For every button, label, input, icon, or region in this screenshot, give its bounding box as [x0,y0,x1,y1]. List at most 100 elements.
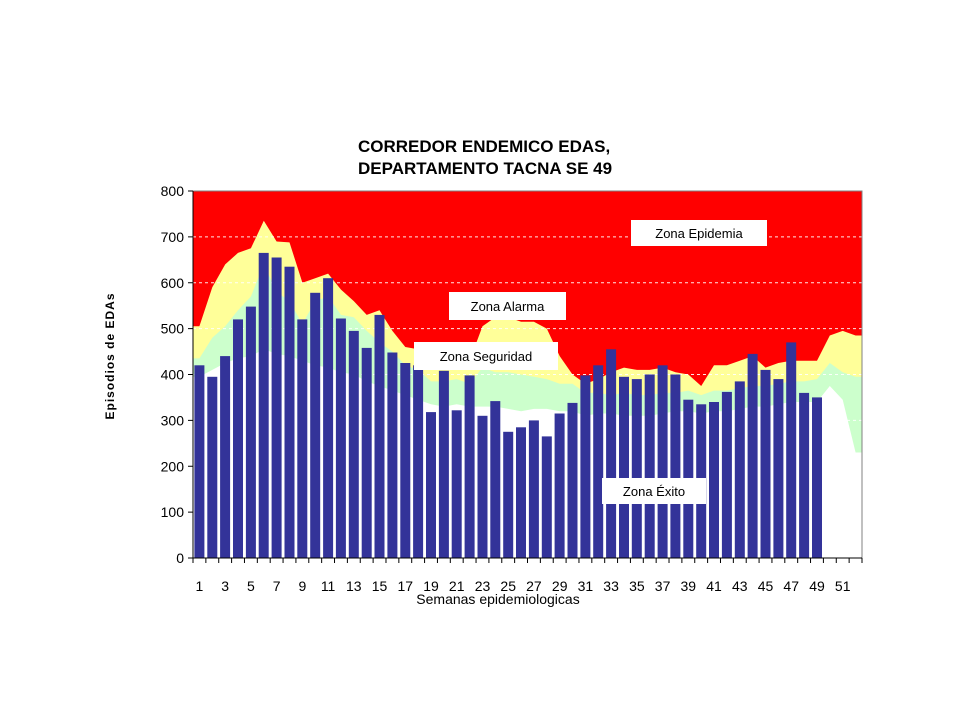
bar-week-13 [348,330,359,558]
zone-label-box [449,292,566,320]
plot-area: Zona Epidemia Zona Alarma Zona Seguridad Zo… [193,191,862,559]
bar-week-2 [207,376,218,558]
x-tick-label-39: 39 [681,578,697,594]
x-tick-label-35: 35 [629,578,645,594]
y-tick-label-500: 500 [161,321,185,337]
bar-week-24 [490,401,501,558]
x-tick-label-1: 1 [196,578,204,594]
zone-label-box [414,342,558,370]
bar-week-6 [258,252,269,558]
bar-week-49 [812,397,822,558]
x-tick-label-15: 15 [372,578,388,594]
bar-week-47 [786,342,797,558]
x-tick-label-41: 41 [706,578,722,594]
x-tick-label-49: 49 [809,578,825,594]
bar-week-10 [310,292,321,558]
chart-title-line-1: CORREDOR ENDEMICO EDAS, [358,137,610,156]
x-tick-label-23: 23 [475,578,491,594]
x-tick-label-51: 51 [835,578,851,594]
x-tick-label-31: 31 [578,578,594,594]
x-tick-label-37: 37 [655,578,671,594]
bar-week-29 [554,413,565,558]
x-tick-label-7: 7 [273,578,281,594]
zone-label-text: Zona Alarma [471,299,545,314]
x-tick-label-27: 27 [526,578,542,594]
x-tick-label-19: 19 [423,578,439,594]
bar-week-22 [464,375,475,558]
y-tick-label-800: 800 [161,183,185,199]
bar-week-23 [477,415,488,558]
zone-label-4: Zona Éxito [602,478,706,504]
bar-week-16 [387,352,398,558]
bar-week-30 [567,402,578,558]
zone-label-1: Zona Epidemia [631,220,767,246]
bar-week-46 [773,379,784,558]
bar-week-18 [413,365,424,558]
y-axis-title: Episodios de EDAs [103,292,117,419]
y-tick-label-400: 400 [161,367,185,383]
x-tick-label-17: 17 [398,578,414,594]
bar-week-25 [503,431,514,558]
bar-week-20 [438,370,449,558]
bar-week-41 [709,402,719,558]
bar-week-17 [400,363,411,558]
bar-week-34 [619,376,629,558]
zone-exito-area [193,349,862,558]
x-tick-label-43: 43 [732,578,748,594]
y-tick-label-300: 300 [161,412,185,428]
bar-week-35 [631,379,642,558]
x-tick-label-33: 33 [603,578,619,594]
bar-week-26 [516,427,526,558]
bar-week-14 [361,347,372,558]
bar-week-12 [335,318,346,558]
y-tick-label-600: 600 [161,275,185,291]
zone-label-box [631,220,767,246]
x-axis-title: Semanas epidemiologicas [416,591,579,607]
x-tick-label-29: 29 [552,578,568,594]
chart-title-line-2: DEPARTAMENTO TACNA SE 49 [358,159,612,178]
bar-week-31 [580,375,591,558]
zone-label-text: Zona Éxito [623,484,685,499]
bar-week-19 [426,412,436,558]
y-tick-label-200: 200 [161,458,185,474]
y-tick-label-700: 700 [161,229,185,245]
x-tick-label-45: 45 [758,578,774,594]
bar-week-32 [593,365,604,558]
y-tick-label-100: 100 [161,504,185,520]
x-tick-label-47: 47 [783,578,799,594]
zone-label-3: Zona Seguridad [414,342,558,370]
x-tick-label-13: 13 [346,578,362,594]
x-tick-label-11: 11 [321,578,336,594]
bar-week-38 [670,374,681,558]
bar-week-37 [657,365,668,558]
bar-week-9 [297,319,308,558]
zone-label-text: Zona Seguridad [440,349,533,364]
bar-week-15 [374,314,385,558]
x-tick-label-3: 3 [221,578,229,594]
x-tick-label-25: 25 [500,578,516,594]
bar-week-21 [451,410,462,558]
bar-week-42 [721,391,732,558]
bar-week-33 [606,349,617,558]
bar-week-5 [245,306,256,558]
bar-week-28 [541,436,552,558]
zone-label-box [602,478,706,504]
bar-week-36 [644,374,655,558]
x-tick-label-5: 5 [247,578,255,594]
zone-label-2: Zona Alarma [449,292,566,320]
bar-week-43 [734,381,745,558]
x-tick-label-9: 9 [299,578,307,594]
bar-week-11 [323,278,334,558]
bar-week-4 [233,319,243,558]
bar-week-8 [284,266,295,558]
y-tick-label-0: 0 [176,550,184,566]
x-tick-label-21: 21 [449,578,465,594]
bar-week-45 [760,369,771,558]
chart-title: CORREDOR ENDEMICO EDAS, DEPARTAMENTO TAC… [358,137,612,178]
bar-week-44 [747,353,758,558]
bar-week-7 [271,257,282,558]
bar-week-1 [194,365,205,558]
bar-week-3 [220,356,231,558]
